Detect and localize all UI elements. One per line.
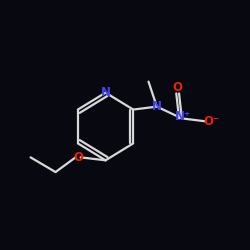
Text: O: O	[173, 81, 183, 94]
Text: N: N	[100, 86, 110, 99]
Text: O⁻: O⁻	[204, 115, 220, 128]
Text: O: O	[73, 151, 83, 164]
Text: N: N	[152, 100, 162, 113]
Text: N⁺: N⁺	[175, 110, 191, 124]
